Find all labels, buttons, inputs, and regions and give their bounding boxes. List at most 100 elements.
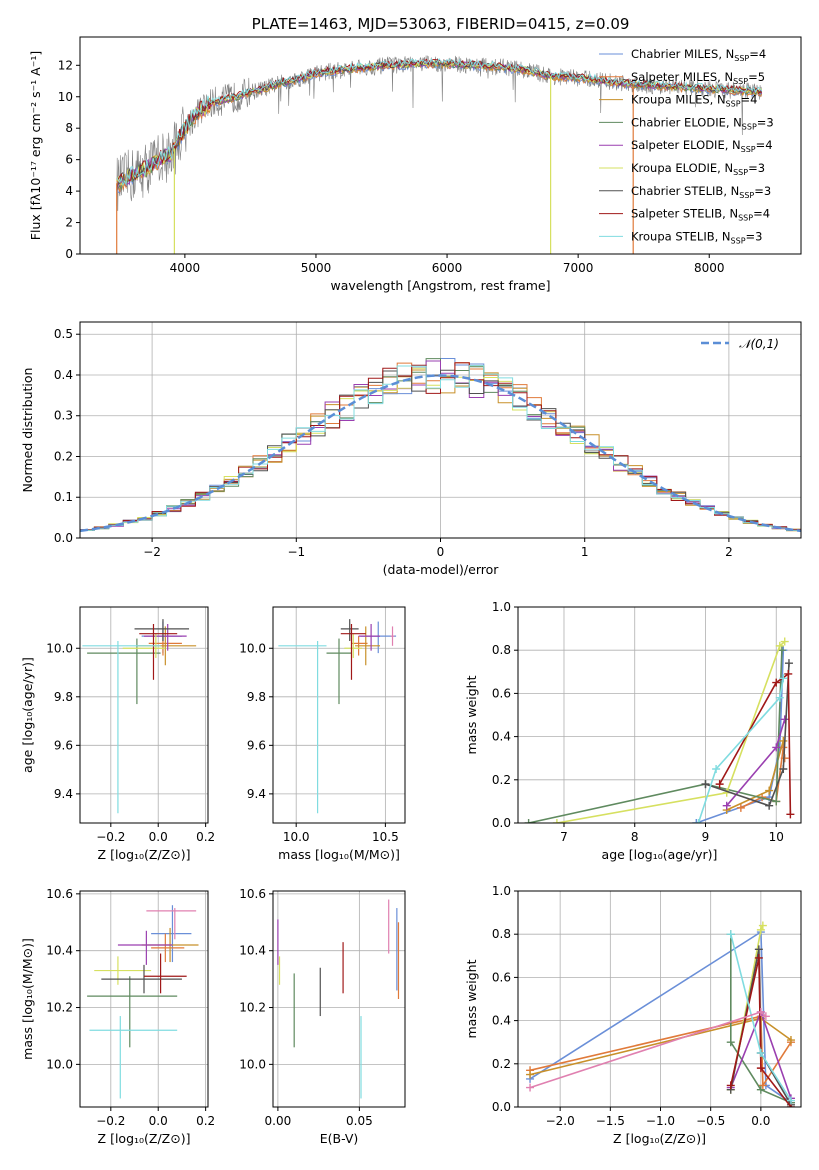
series-marker-1 (736, 803, 745, 812)
y-tick-label: 9.8 (247, 690, 266, 704)
axes-frame (272, 890, 406, 1108)
axes-frame (79, 606, 209, 824)
y-axis-label: mass weight (464, 675, 479, 754)
legend-label: Kroupa ELODIE, NSSP=3 (631, 161, 765, 177)
legend-label: Kroupa MILES, NSSP=4 (631, 93, 757, 109)
series-marker-9 (761, 1012, 770, 1021)
y-tick-label: 10.0 (239, 641, 266, 655)
y-tick-label: 0.0 (54, 531, 73, 545)
axes-frame (79, 36, 802, 255)
series-marker-3 (777, 646, 786, 655)
x-tick-label: −0.2 (96, 1114, 125, 1128)
legend-n: =4 (756, 138, 773, 152)
legend-sub: SSP (731, 236, 746, 245)
y-axis-label: mass [log₁₀(M/M⊙)] (20, 938, 35, 1060)
model-line-7 (116, 58, 762, 187)
legend-n: =4 (753, 207, 770, 221)
legend-label: Kroupa STELIB, NSSP=3 (631, 229, 762, 245)
axes-frame (79, 890, 209, 1108)
y-tick-label: 6 (65, 153, 73, 167)
legend-name: Chabrier MILES, N (631, 47, 734, 61)
legend-sub: SSP (741, 145, 756, 154)
y-tick-label: 0.2 (492, 1057, 511, 1071)
series-marker-2 (526, 1070, 535, 1079)
legend-name: Chabrier ELODIE, N (631, 115, 742, 129)
plot-area (87, 905, 199, 1099)
legend-label: Chabrier MILES, NSSP=4 (631, 47, 766, 63)
series-marker-4 (772, 743, 781, 752)
chart-mass-vs-EBV: 0.00 0.05 10.0 10.2 10.4 10.6 E(B-V) (239, 887, 406, 1146)
series-marker-2 (786, 1036, 795, 1045)
y-axis-label: mass weight (464, 959, 479, 1038)
x-tick-label: 8000 (694, 261, 725, 275)
y-tick-label: 10.6 (239, 887, 266, 901)
series-marker-3 (772, 797, 781, 806)
series-marker-9 (526, 1083, 535, 1092)
y-axis-label: Normed distribution (20, 368, 35, 493)
y-tick-label: 10.0 (46, 641, 73, 655)
model-line-2 (116, 61, 763, 186)
chart-residuals: 𝒩(0,1) −2 −1 0 1 2 0.0 0.1 0.2 0.3 0.4 0.5 (data-mod… (20, 321, 802, 577)
legend-sub: SSP (742, 122, 757, 131)
x-tick-label: −1 (287, 545, 305, 559)
series-marker-8 (786, 1096, 795, 1105)
legend-label: Chabrier ELODIE, NSSP=3 (631, 115, 774, 131)
x-tick-label: 0.0 (149, 1114, 168, 1128)
legend-n: =3 (748, 161, 765, 175)
x-tick-label: 0.0 (149, 830, 168, 844)
legend-n: =3 (746, 229, 763, 243)
legend-sub: SSP (738, 214, 753, 223)
series-marker-3 (756, 1085, 765, 1094)
chart-age-vs-mass: 10.0 10.5 9.4 9.6 9.8 10.0 mass [log₁₀(M/M⊙)] (239, 606, 406, 862)
series-marker-7 (756, 1064, 765, 1073)
series-marker-5 (552, 819, 561, 823)
series-marker-5 (756, 925, 765, 934)
series-line-1 (529, 1015, 792, 1088)
y-tick-label: 1.0 (492, 884, 511, 898)
y-tick-label: 10 (58, 90, 73, 104)
series-marker-7 (772, 678, 781, 687)
legend-name: Salpeter MILES, N (631, 70, 733, 84)
axes-frame (517, 890, 802, 1108)
series-marker-5 (758, 921, 767, 930)
y-tick-label: 10.2 (46, 1001, 73, 1015)
y-tick-label: 0.2 (492, 773, 511, 787)
series-line-5 (556, 640, 786, 823)
legend-n: =4 (741, 93, 758, 107)
y-tick-label: 0.2 (54, 449, 73, 463)
y-tick-label: 9.4 (54, 787, 73, 801)
legend-n: =5 (748, 70, 765, 84)
model-line-8 (116, 57, 763, 187)
legend-label: Salpeter ELODIE, NSSP=4 (631, 138, 773, 154)
legend-name: Salpeter ELODIE, N (631, 138, 741, 152)
series-marker-8 (694, 819, 703, 823)
legend-sub: SSP (733, 168, 748, 177)
legend-n: =3 (754, 184, 771, 198)
y-tick-label: 12 (58, 58, 73, 72)
x-tick-label: 0.2 (196, 1114, 215, 1128)
x-tick-label: 4000 (170, 261, 201, 275)
series-marker-0 (692, 819, 701, 823)
y-tick-label: 0.4 (492, 1014, 511, 1028)
series-marker-7 (784, 669, 793, 678)
x-tick-label: 10.5 (372, 830, 399, 844)
y-axis-label: age [log₁₀(age/yr)] (20, 657, 35, 773)
series-marker-6 (754, 945, 763, 954)
legend-sub: SSP (733, 77, 748, 86)
y-tick-label: 0.0 (492, 816, 511, 830)
x-tick-label: 5000 (301, 261, 332, 275)
x-axis-label: age [log₁₀(age/yr)] (602, 847, 718, 862)
plot-area (80, 358, 801, 538)
chart-mass-vs-Z: −0.2 0.0 0.2 10.0 10.2 10.4 10.6 Z [log₁₀(Z/Z⊙)… (20, 887, 215, 1146)
y-tick-label: 0 (65, 247, 73, 261)
legend-n: =4 (749, 47, 766, 61)
histogram-8 (80, 365, 801, 538)
legend-name: Chabrier STELIB, N (631, 184, 739, 198)
series-marker-9 (756, 1007, 765, 1016)
series-marker-4 (722, 801, 731, 810)
series-marker-5 (775, 641, 784, 650)
y-tick-label: 10.2 (239, 1001, 266, 1015)
x-tick-label: −0.2 (96, 830, 125, 844)
